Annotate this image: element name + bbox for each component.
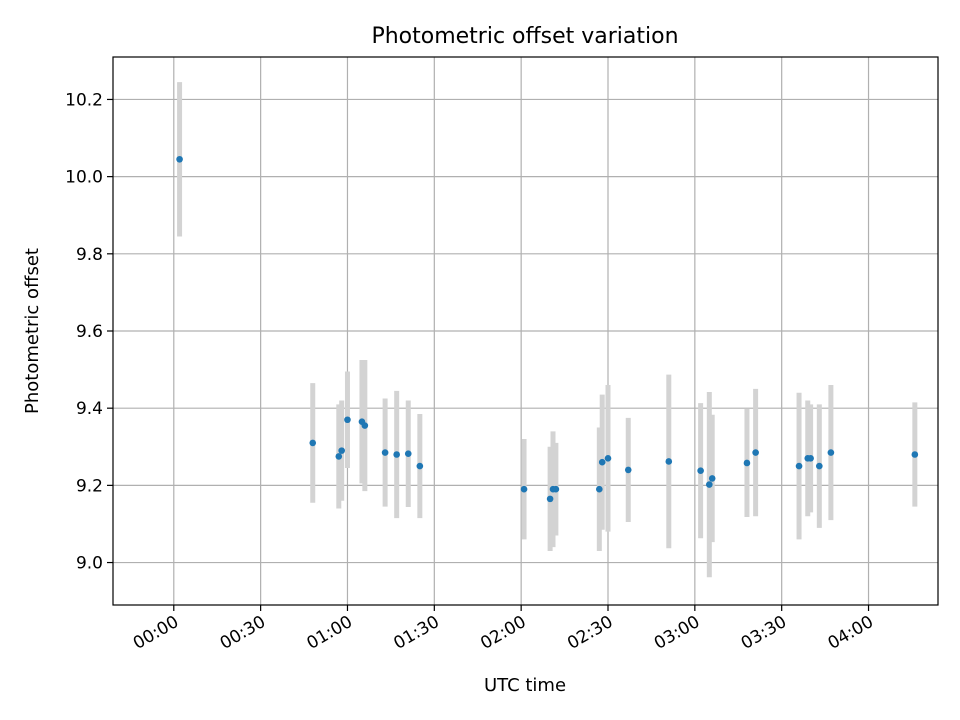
data-point (624, 466, 632, 474)
data-point (807, 455, 814, 462)
y-tick-label: 10.2 (65, 90, 103, 110)
y-tick-label: 9.4 (76, 399, 103, 419)
data-point (706, 481, 713, 488)
tick-layer: 00:00 00:30 01:00 01:30 02:00 02:30 03:00 03:30… (65, 90, 877, 653)
data-point (361, 422, 369, 429)
data-point (598, 458, 606, 466)
point-layer (176, 155, 919, 503)
data-point (309, 439, 317, 447)
y-tick-label: 9.6 (76, 322, 103, 342)
data-point (338, 447, 345, 454)
data-point (708, 475, 716, 482)
data-point (344, 416, 351, 424)
data-point (546, 495, 554, 503)
x-axis-label: UTC time (484, 675, 566, 696)
data-point (596, 485, 603, 493)
data-point (393, 451, 400, 458)
y-tick-label: 10.0 (65, 168, 103, 188)
data-point (552, 485, 560, 493)
y-tick-label: 9.0 (76, 554, 103, 574)
y-axis-label: Photometric offset (22, 248, 43, 414)
data-point (604, 455, 612, 462)
y-tick-label: 9.8 (76, 245, 103, 265)
data-point (520, 485, 528, 493)
data-point (335, 453, 343, 460)
data-point (416, 462, 424, 470)
data-point (816, 462, 823, 470)
data-point (743, 459, 751, 467)
data-point (795, 462, 803, 470)
data-point (665, 458, 673, 465)
data-point (176, 155, 183, 163)
data-point (404, 450, 412, 458)
chart-title: Photometric offset variation (371, 24, 678, 49)
data-point (827, 449, 835, 456)
grid-layer (113, 57, 938, 605)
data-point (911, 451, 919, 458)
data-point (697, 467, 704, 475)
data-point (752, 449, 759, 456)
data-point (381, 449, 389, 456)
y-tick-label: 9.2 (76, 476, 103, 496)
